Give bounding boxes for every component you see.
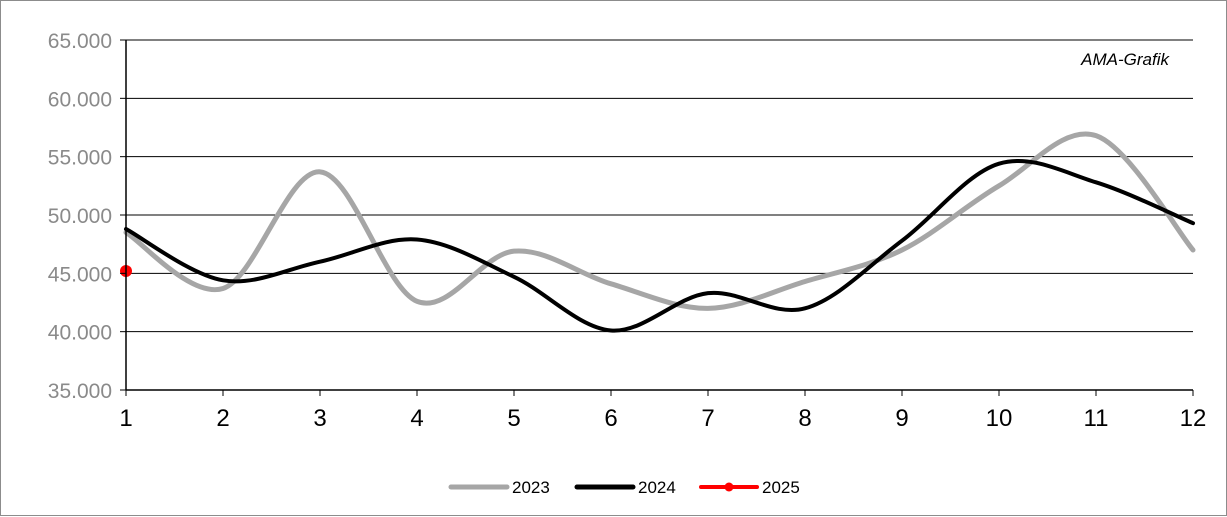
axes: [120, 39, 1194, 396]
y-tick-label: 55.000: [48, 147, 112, 170]
x-tick-label: 8: [798, 405, 811, 432]
y-tick-label: 35.000: [48, 380, 112, 403]
legend-label: 2024: [638, 478, 676, 497]
y-tick-label: 40.000: [48, 322, 112, 345]
x-tick-label: 11: [1084, 405, 1109, 432]
x-tick-label: 4: [410, 405, 423, 432]
y-tick-label: 65.000: [48, 30, 112, 53]
chart-annotation: AMA-Grafik: [1080, 50, 1170, 69]
legend-label: 2023: [512, 478, 550, 497]
x-tick-label: 12: [1180, 405, 1207, 432]
x-tick-label: 6: [604, 405, 617, 432]
legend-item-2024: 2024: [574, 478, 676, 497]
y-tick-label: 60.000: [48, 88, 112, 111]
x-tick-label: 3: [313, 405, 326, 432]
y-tick-label: 50.000: [48, 205, 112, 228]
legend-item-2023: 2023: [448, 478, 550, 497]
y-tick-label: 45.000: [48, 263, 112, 286]
x-tick-label: 2: [216, 405, 229, 432]
series-line-2023: [123, 131, 1196, 311]
series-lines: [120, 131, 1196, 333]
legend-label: 2025: [762, 478, 800, 497]
legend-marker-2025: [724, 482, 734, 492]
series-line-2024: [124, 158, 1195, 333]
legend-item-2025: 2025: [699, 478, 800, 497]
gridlines: [126, 39, 1193, 333]
legend: 2023 2024 2025: [448, 478, 800, 497]
x-tick-label: 9: [895, 405, 908, 432]
x-tick-label: 7: [701, 405, 714, 432]
x-tick-label: 1: [119, 405, 132, 432]
y-tick-labels: 35.000 40.000 45.000 50.000 55.000 60.000 65.0…: [48, 30, 112, 403]
x-tick-label: 10: [986, 405, 1013, 432]
x-tick-labels: 1 2 3 4 5 6 7 8 9 10 11 12: [119, 405, 1206, 432]
x-tick-label: 5: [507, 405, 520, 432]
